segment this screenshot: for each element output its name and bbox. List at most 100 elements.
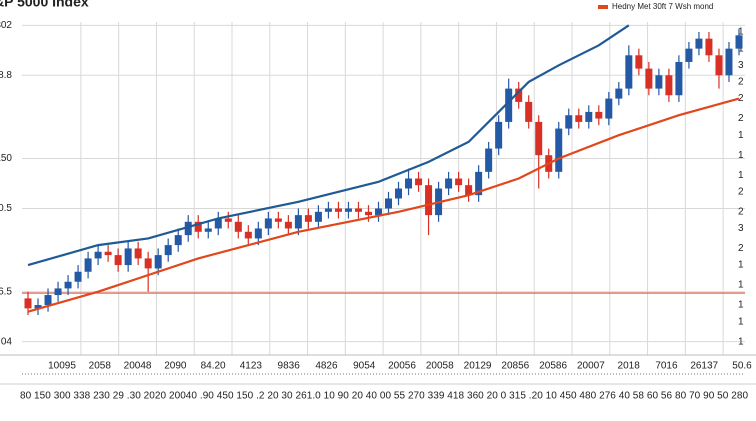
candle-body: [174, 235, 182, 246]
candle-body: [415, 178, 423, 186]
candle-body: [214, 218, 222, 229]
y2-tick-label: 2: [738, 186, 744, 197]
candle-body: [44, 295, 52, 306]
y-tick-label: 04: [1, 336, 13, 347]
candle-body: [264, 218, 272, 229]
x-tick-label: 10095: [48, 361, 76, 372]
candle-body: [495, 121, 503, 149]
candle-body: [194, 221, 202, 232]
y2-tick-label: 1: [738, 43, 744, 54]
candle-body: [154, 255, 162, 269]
candle-body: [395, 188, 403, 199]
candle-body: [735, 35, 743, 49]
candle-body: [685, 48, 693, 62]
candle-body: [405, 178, 413, 189]
candle-body: [445, 178, 453, 189]
candle-body: [605, 98, 613, 119]
candle-body: [64, 281, 72, 289]
candle-body: [244, 231, 252, 239]
x-tick-label: 20129: [464, 361, 492, 372]
candle-body: [314, 211, 322, 222]
candle-body: [615, 88, 623, 99]
candle-body: [705, 38, 713, 56]
candle-body: [24, 298, 32, 309]
x-tick-label: 20056: [388, 361, 416, 372]
y2-tick-label: 1: [738, 300, 744, 311]
candle-body: [655, 75, 663, 89]
y2-tick-label: 2: [738, 206, 744, 217]
trend-line: [27, 97, 740, 313]
y2-tick-label: 1: [738, 280, 744, 291]
x-tick-label: 2018: [618, 361, 641, 372]
y2-tick-label: 1: [738, 130, 744, 141]
y-tick-label: 0.5: [0, 203, 12, 214]
candle-body: [54, 288, 62, 296]
candle-body: [525, 101, 533, 122]
y2-tick-label: 3: [738, 223, 744, 234]
x-tick-label: 7016: [655, 361, 678, 372]
candle-body: [234, 221, 242, 232]
y2-tick-label: 2: [738, 243, 744, 254]
trend-line: [27, 24, 630, 267]
candle-body: [715, 55, 723, 76]
x-tick-label: 20856: [501, 361, 529, 372]
candle-body: [354, 208, 362, 212]
candle-body: [505, 88, 513, 122]
y2-tick-label: 1: [738, 150, 744, 161]
candle-body: [595, 111, 603, 119]
y-tick-label: 150: [0, 153, 12, 164]
candle-body: [575, 115, 583, 122]
candle-body: [184, 221, 192, 236]
y2-tick-label: 1: [738, 316, 744, 327]
candle-body: [324, 208, 332, 212]
x-tick-label: 20048: [124, 361, 152, 372]
candle-body: [475, 171, 483, 196]
candle-body: [465, 185, 473, 196]
x-tick-label: 20058: [426, 361, 454, 372]
candle-body: [695, 38, 703, 49]
candle-body: [124, 248, 132, 266]
y-tick-label: 6.5: [0, 286, 12, 297]
candle-body: [34, 305, 42, 309]
candle-body: [334, 208, 342, 212]
x-tick-label: 4826: [315, 361, 338, 372]
y2-tick-label: 2: [738, 113, 744, 124]
x-tick-label: 50.6: [732, 361, 752, 372]
x-tick-label: 2090: [164, 361, 187, 372]
candle-body: [134, 248, 142, 259]
x-tick-label: 9054: [353, 361, 376, 372]
candle-body: [94, 251, 102, 259]
candle-body: [555, 128, 563, 172]
candle-body: [254, 228, 262, 239]
legend-label: Hedny Met 30ft 7 Wsh mond: [612, 2, 713, 11]
candle-body: [455, 178, 463, 186]
y2-tick-label: 1: [738, 170, 744, 181]
legend-swatch: [598, 5, 608, 9]
candle-body: [485, 148, 493, 172]
candle-body: [364, 211, 372, 216]
candle-body: [585, 111, 593, 122]
y2-tick-label: 1: [738, 260, 744, 271]
x-tick-label: 84.20: [201, 361, 226, 372]
candle-body: [535, 121, 543, 156]
x-tick-label: 2058: [89, 361, 112, 372]
candle-body: [635, 55, 643, 69]
y2-tick-label: 2: [738, 93, 744, 104]
candle-body: [344, 208, 352, 212]
candle-body: [204, 228, 212, 232]
candle-body: [144, 258, 152, 269]
x-tick-label: 20007: [577, 361, 605, 372]
x-secondary-labels: 80 150 300 338 230 29 .30 2020 20040 .90…: [20, 391, 748, 402]
y2-tick-label: 1: [738, 336, 744, 347]
x-tick-label: 9836: [278, 361, 301, 372]
candle-body: [515, 88, 523, 102]
x-tick-label: 4123: [240, 361, 263, 372]
candle-body: [274, 218, 282, 222]
y-tick-label: 802: [0, 20, 12, 31]
candle-body: [385, 198, 393, 209]
candle-body: [284, 221, 292, 229]
candle-body: [84, 258, 92, 272]
candle-body: [164, 245, 172, 256]
candle-body: [665, 75, 673, 96]
candle-body: [725, 48, 733, 76]
